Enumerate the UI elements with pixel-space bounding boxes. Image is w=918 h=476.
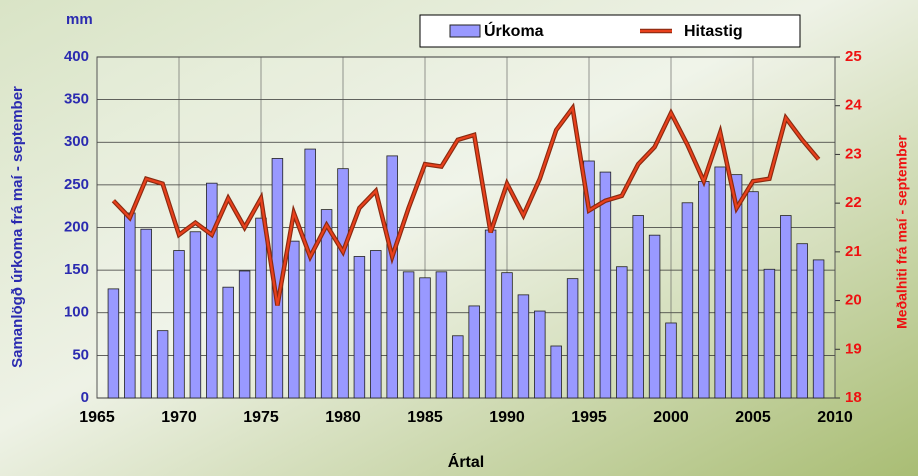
y2-tick-label: 19 [845, 340, 862, 357]
y-tick-label: 400 [64, 48, 89, 65]
bar [583, 160, 595, 399]
x-tick-label: 2010 [817, 409, 853, 426]
y2-tick-label: 25 [845, 48, 862, 65]
bar [337, 168, 349, 399]
y-tick-label: 250 [64, 176, 89, 193]
line [112, 105, 820, 306]
y-tick-label: 300 [64, 133, 89, 150]
y-tick-label: 50 [72, 346, 89, 363]
bar [747, 191, 759, 399]
y2-tick-label: 24 [845, 97, 862, 114]
x-tick-label: 1980 [325, 409, 361, 426]
x-tick-label: 1990 [489, 409, 525, 426]
bar [780, 215, 792, 399]
bar [681, 202, 694, 399]
bar [189, 231, 202, 399]
x-tick-label: 1995 [571, 409, 607, 426]
bar [386, 155, 398, 399]
bar [616, 266, 628, 399]
bar [320, 209, 333, 399]
bar [107, 288, 120, 399]
bar [665, 322, 677, 399]
legend-label: Úrkoma [484, 21, 544, 40]
bar [517, 294, 530, 399]
bar [435, 271, 448, 399]
y-tick-label: 100 [64, 304, 89, 321]
legend-label: Hitastig [684, 23, 743, 40]
bar [370, 250, 382, 399]
bar [714, 166, 726, 399]
x-tick-label: 2000 [653, 409, 689, 426]
x-tick-label: 1965 [79, 409, 115, 426]
legend [419, 14, 801, 48]
bar [566, 278, 579, 399]
y-tick-label: 150 [64, 261, 89, 278]
y2-tick-label: 23 [845, 145, 862, 162]
x-tick-label: 2005 [735, 409, 771, 426]
bar [648, 234, 661, 399]
bar [534, 310, 546, 399]
y-tick-label: 200 [64, 218, 89, 235]
bar [156, 330, 169, 399]
bar [632, 215, 644, 399]
bar [550, 345, 562, 399]
bar [763, 268, 776, 399]
bar [599, 171, 612, 399]
bar [796, 243, 808, 399]
bar [468, 305, 480, 399]
y2-tick-label: 22 [845, 194, 862, 211]
y2-axis-title: Meðalhiti frá maí - september [894, 135, 910, 329]
bar [698, 181, 710, 399]
bar [304, 148, 316, 399]
bar [484, 229, 497, 399]
bar [173, 250, 185, 399]
bar [124, 212, 136, 399]
y-tick-label: 350 [64, 91, 89, 108]
bar [452, 335, 464, 399]
y-unit: mm [66, 11, 93, 28]
bar [353, 256, 366, 399]
bar [419, 277, 431, 399]
y-axis-title: Samanlögð úrkoma frá maí - september [9, 86, 26, 368]
y2-tick-label: 20 [845, 292, 862, 309]
x-tick-label: 1975 [243, 409, 279, 426]
bar [730, 174, 743, 399]
bar [288, 240, 300, 399]
y2-tick-label: 21 [845, 243, 862, 260]
bar [501, 272, 513, 399]
bar [206, 182, 218, 399]
bar [402, 271, 415, 399]
bar [255, 217, 267, 399]
bar [140, 228, 152, 399]
legend-swatch [449, 24, 481, 38]
y2-tick-label: 18 [845, 389, 862, 406]
bar [222, 286, 234, 399]
x-tick-label: 1970 [161, 409, 197, 426]
x-axis-title: Ártal [448, 452, 484, 471]
bar [238, 270, 251, 399]
x-tick-label: 1985 [407, 409, 443, 426]
y-tick-label: 0 [81, 389, 89, 406]
bar [812, 259, 825, 399]
